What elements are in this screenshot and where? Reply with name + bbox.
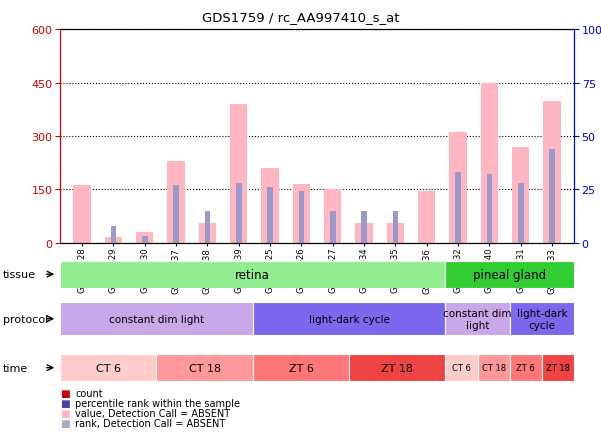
Bar: [349, 354, 445, 381]
Bar: [204, 211, 210, 243]
Bar: [478, 354, 510, 381]
Bar: [293, 184, 310, 243]
Bar: [512, 148, 529, 243]
Text: ZT 6: ZT 6: [516, 363, 535, 372]
Bar: [487, 175, 492, 243]
Bar: [60, 261, 445, 288]
Bar: [199, 224, 216, 243]
Bar: [230, 105, 248, 243]
Text: constant dim light: constant dim light: [109, 314, 204, 324]
Text: retina: retina: [236, 268, 270, 281]
Bar: [324, 190, 341, 243]
Bar: [267, 188, 273, 243]
Text: count: count: [75, 388, 103, 398]
Bar: [330, 211, 335, 243]
Text: ZT 18: ZT 18: [546, 363, 570, 372]
Text: CT 18: CT 18: [189, 363, 221, 373]
Text: ZT 6: ZT 6: [288, 363, 313, 373]
Text: ■: ■: [60, 398, 70, 408]
Bar: [392, 211, 398, 243]
Text: value, Detection Call = ABSENT: value, Detection Call = ABSENT: [75, 408, 230, 418]
Bar: [510, 354, 542, 381]
Text: CT 18: CT 18: [481, 363, 505, 372]
Bar: [445, 354, 478, 381]
Bar: [261, 169, 279, 243]
Text: tissue: tissue: [3, 270, 36, 279]
Bar: [168, 161, 185, 243]
Bar: [236, 184, 242, 243]
Text: ■: ■: [60, 388, 70, 398]
Text: light-dark cycle: light-dark cycle: [309, 314, 389, 324]
Bar: [418, 192, 435, 243]
Text: CT 6: CT 6: [96, 363, 121, 373]
Bar: [73, 185, 91, 243]
Text: percentile rank within the sample: percentile rank within the sample: [75, 398, 240, 408]
Text: GDS1759 / rc_AA997410_s_at: GDS1759 / rc_AA997410_s_at: [202, 11, 399, 24]
Bar: [173, 186, 179, 243]
Text: constant dim
light: constant dim light: [444, 308, 512, 330]
Bar: [361, 211, 367, 243]
Bar: [60, 354, 156, 381]
Text: ■: ■: [60, 418, 70, 427]
Bar: [510, 302, 574, 335]
Bar: [355, 224, 373, 243]
Text: CT 6: CT 6: [452, 363, 471, 372]
Text: ZT 18: ZT 18: [381, 363, 413, 373]
Text: time: time: [3, 363, 28, 373]
Bar: [481, 83, 498, 243]
Bar: [253, 302, 445, 335]
Bar: [450, 133, 466, 243]
Text: light-dark
cycle: light-dark cycle: [516, 308, 567, 330]
Bar: [386, 224, 404, 243]
Bar: [445, 261, 574, 288]
Bar: [543, 101, 561, 243]
Text: rank, Detection Call = ABSENT: rank, Detection Call = ABSENT: [75, 418, 225, 427]
Bar: [156, 354, 253, 381]
Bar: [299, 192, 304, 243]
Bar: [105, 238, 122, 243]
Text: ■: ■: [60, 408, 70, 418]
Bar: [518, 184, 523, 243]
Bar: [455, 173, 461, 243]
Bar: [111, 226, 116, 243]
Bar: [549, 149, 555, 243]
Bar: [142, 237, 147, 243]
Bar: [136, 233, 153, 243]
Text: protocol: protocol: [3, 314, 48, 324]
Bar: [445, 302, 510, 335]
Text: pineal gland: pineal gland: [473, 268, 546, 281]
Bar: [542, 354, 574, 381]
Bar: [253, 354, 349, 381]
Bar: [60, 302, 253, 335]
